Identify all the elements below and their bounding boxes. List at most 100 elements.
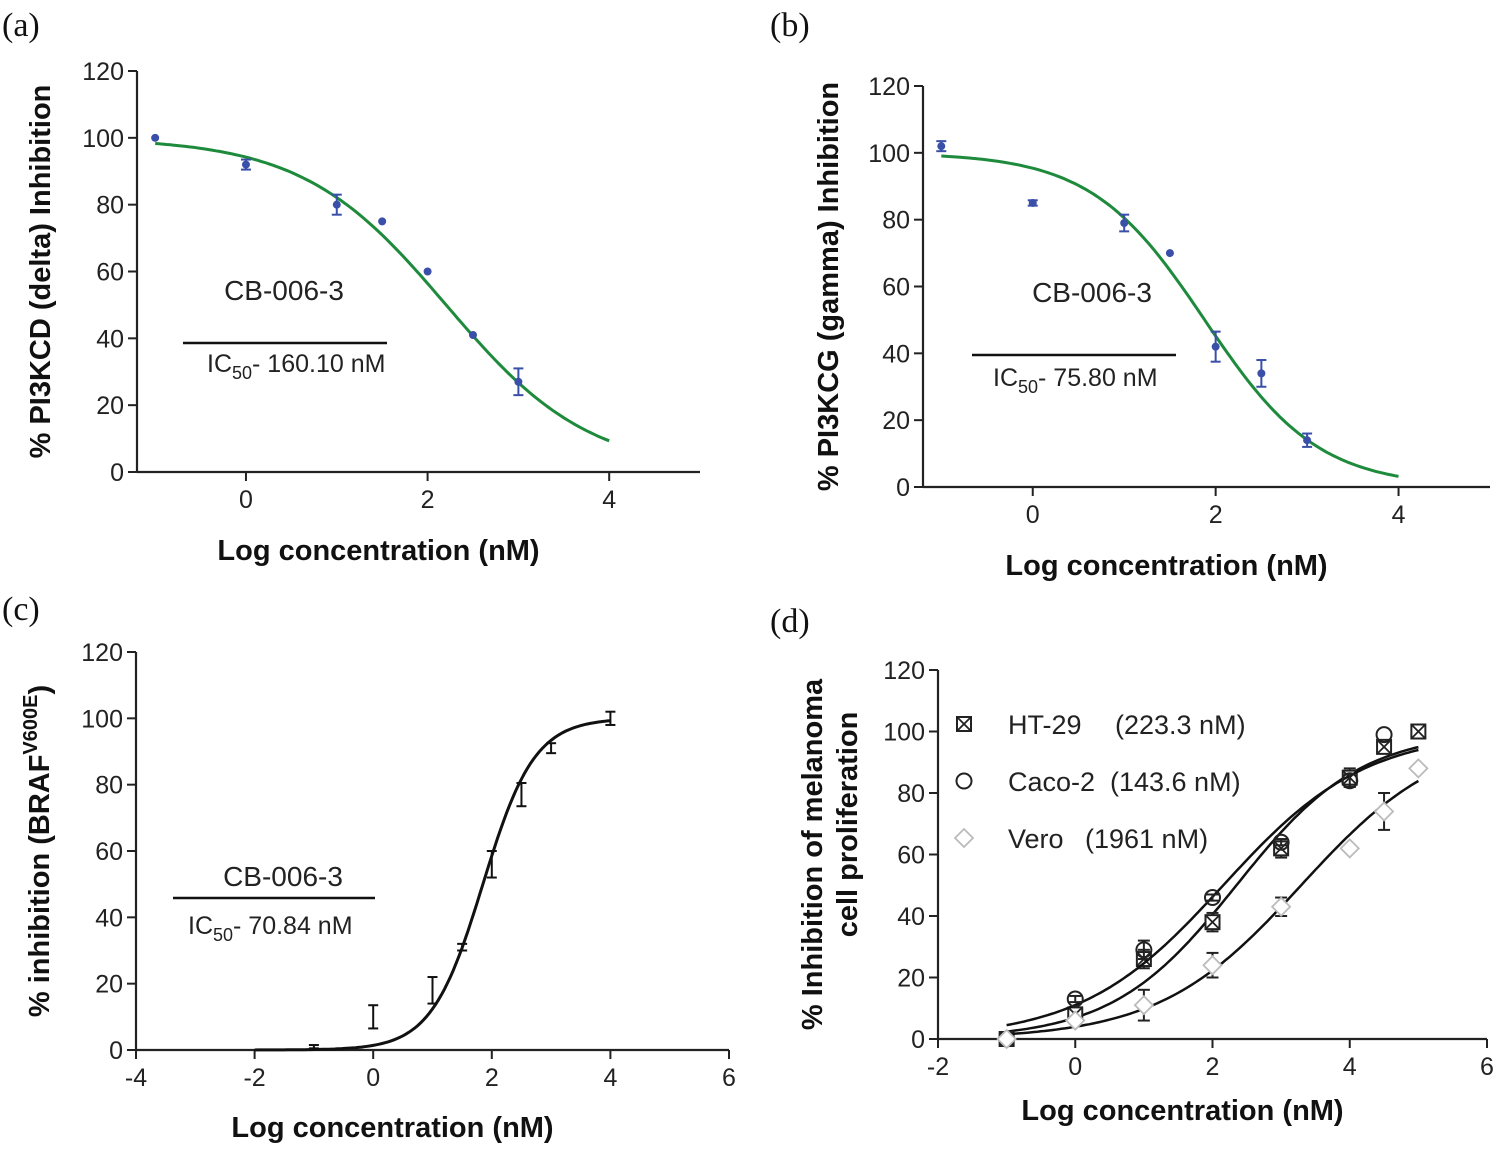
legend-marker	[955, 772, 973, 790]
x-tick-label: 2	[1209, 501, 1223, 529]
y-tick-label: 20	[882, 407, 910, 435]
panel-a: (a) 0 20 40 60 80 100 120 0 2 4 Log concentration (…	[2, 7, 700, 567]
y-axis-title-line1: % Inhibition of melanoma	[797, 678, 829, 1030]
data-point	[1165, 249, 1174, 258]
ic50-label: IC50- 70.84 nM	[188, 912, 353, 945]
y-tick-label: 20	[897, 965, 925, 993]
legend-marker	[953, 827, 975, 849]
panel-c: (c) 0 20 40 60 80 100 120 -4 -2 0 2 4 6 Log concentrat…	[2, 591, 736, 1144]
y-tick-label: 0	[109, 1037, 123, 1065]
y-tick-label: 80	[882, 207, 910, 235]
data-point	[937, 142, 946, 151]
x-tick-label: 6	[722, 1064, 736, 1092]
x-axis-title: Log concentration (nM)	[231, 1112, 553, 1144]
y-tick-label: 100	[868, 140, 910, 168]
x-tick-label: 2	[421, 486, 435, 514]
panel-label: (a)	[2, 7, 40, 44]
y-tick-label: 100	[82, 125, 124, 153]
data-point-vero	[1202, 954, 1223, 976]
data-point-caco-2	[1272, 833, 1290, 851]
x-tick-label: 2	[1206, 1053, 1220, 1081]
data-point-vero	[1270, 896, 1292, 918]
data-point-vero	[1339, 838, 1361, 859]
fit-curve	[254, 719, 611, 1052]
panel-label: (b)	[770, 7, 810, 44]
x-tick-label: 0	[366, 1064, 380, 1092]
y-tick-label: 100	[81, 705, 123, 733]
data-point-caco-2	[1375, 726, 1393, 744]
data-point-caco-2	[1204, 889, 1221, 907]
y-tick-label: 60	[95, 838, 123, 866]
panel-label: (c)	[2, 591, 40, 628]
fit-curve	[155, 142, 610, 443]
x-tick-label: 4	[1343, 1053, 1357, 1081]
data-point-vero	[1408, 758, 1429, 779]
legend-marker-cross	[956, 716, 972, 732]
x-tick-label: 4	[603, 1064, 617, 1092]
y-tick-label: 0	[911, 1026, 925, 1054]
y-axis-title: % PI3KCD (delta) Inhibition	[25, 85, 57, 459]
y-tick-label: 20	[96, 392, 124, 420]
x-tick-label: 4	[1392, 501, 1406, 529]
y-tick-label: 20	[95, 971, 123, 999]
fit-curve	[941, 154, 1399, 478]
x-axis-title: Log concentration (nM)	[217, 535, 539, 567]
data-point	[514, 377, 523, 386]
data-point	[1257, 369, 1266, 378]
x-axis-title: Log concentration (nM)	[1021, 1095, 1343, 1127]
y-tick-label: 40	[882, 340, 910, 368]
panel-b: (b) 0 20 40 60 80 100 120 0 2 4 Log concentration (…	[770, 7, 1490, 582]
ic50-label: IC50- 75.80 nM	[993, 364, 1158, 397]
data-point-ht-29-cross	[1204, 914, 1221, 930]
x-tick-label: 6	[1480, 1053, 1494, 1081]
y-tick-label: 0	[896, 474, 910, 502]
legend-ic50: (1961 nM)	[1085, 824, 1208, 854]
legend-ic50: (223.3 nM)	[1115, 710, 1246, 740]
y-tick-label: 60	[882, 274, 910, 302]
panel-label: (d)	[770, 603, 810, 640]
y-tick-label: 40	[96, 325, 124, 353]
data-point	[241, 160, 250, 169]
data-point-ht-29-cross	[1273, 840, 1289, 856]
x-tick-label: -2	[243, 1064, 265, 1092]
data-point	[423, 267, 432, 276]
data-point	[332, 200, 341, 209]
y-tick-label: 120	[82, 58, 124, 86]
data-point-caco-2	[1066, 990, 1084, 1008]
ic50-label: IC50- 160.10 nM	[207, 350, 385, 383]
y-axis-title: % PI3KCG (gamma) Inhibition	[813, 82, 845, 491]
data-point	[1211, 342, 1220, 351]
data-point-ht-29-cross	[1376, 739, 1392, 755]
y-axis-title: % inhibition (BRAFV600E)	[20, 685, 56, 1017]
legend-label: Vero	[1008, 824, 1064, 854]
legend-ic50: (143.6 nM)	[1110, 767, 1241, 797]
compound-label: CB-006-3	[1032, 277, 1152, 308]
data-point	[1120, 219, 1129, 228]
data-point	[378, 217, 387, 226]
data-point	[468, 330, 477, 339]
data-point-vero	[1133, 994, 1155, 1016]
y-tick-label: 60	[96, 259, 124, 287]
y-tick-label: 80	[897, 780, 925, 808]
compound-label: CB-006-3	[223, 861, 343, 892]
y-tick-label: 40	[897, 903, 925, 931]
data-point-vero	[1064, 1010, 1086, 1031]
x-tick-label: 0	[1026, 501, 1040, 529]
y-tick-label: 40	[95, 904, 123, 932]
x-tick-label: -2	[927, 1053, 949, 1081]
x-tick-label: 0	[1068, 1053, 1082, 1081]
x-tick-label: -4	[125, 1064, 147, 1092]
compound-label: CB-006-3	[224, 275, 344, 306]
x-axis-title: Log concentration (nM)	[1005, 550, 1327, 582]
data-point	[151, 133, 160, 142]
y-tick-label: 100	[883, 719, 925, 747]
x-tick-label: 2	[485, 1064, 499, 1092]
legend-label: Caco-2	[1008, 767, 1095, 797]
y-tick-label: 60	[897, 842, 925, 870]
y-tick-label: 120	[868, 73, 910, 101]
legend-label: HT-29	[1008, 710, 1082, 740]
y-tick-label: 120	[81, 639, 123, 667]
y-tick-label: 0	[110, 459, 124, 487]
x-tick-label: 0	[239, 486, 253, 514]
